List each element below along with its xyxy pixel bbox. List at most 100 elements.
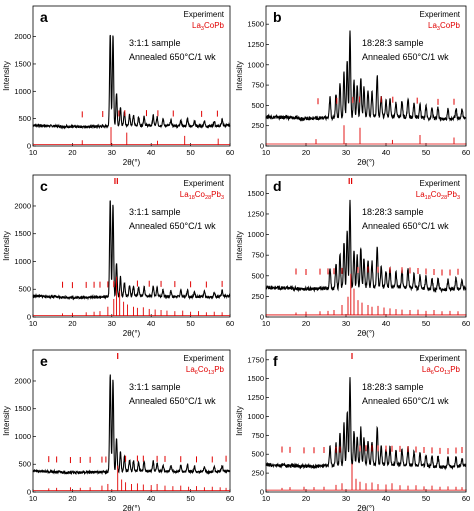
x-tick-label: 40 (382, 494, 390, 503)
x-tick-label: 10 (29, 319, 37, 328)
experiment-series-line (32, 200, 231, 301)
y-tick-label: 750 (251, 431, 264, 440)
x-tick-label: 20 (302, 494, 310, 503)
y-tick-label: 2000 (14, 376, 31, 385)
panel-f: 10 20 30 40 50 60 0 250 500 750 1000 1250 1500 1750 2θ… (235, 349, 470, 511)
y-tick-label: 0 (27, 142, 31, 151)
plot-frame (265, 174, 467, 318)
x-tick-label: 40 (147, 148, 155, 157)
legend-experiment: Experiment (184, 179, 225, 188)
x-axis-title: 2θ(°) (123, 158, 141, 167)
y-tick-label: 750 (251, 251, 264, 260)
x-axis-title: 2θ(°) (357, 329, 375, 338)
y-tick-label: 250 (251, 292, 264, 301)
x-tick-label: 20 (68, 319, 76, 328)
panel-letter: c (40, 178, 48, 194)
x-tick-label: 40 (382, 319, 390, 328)
x-tick-label: 30 (342, 319, 350, 328)
y-axis-title: Intensity (235, 61, 244, 91)
x-tick-label: 60 (462, 494, 470, 503)
y-tick-label: 1000 (14, 87, 31, 96)
legend-experiment: Experiment (184, 354, 225, 363)
experiment-series-line (32, 374, 231, 476)
experiment-series-line (265, 377, 467, 471)
x-tick-label: 40 (147, 319, 155, 328)
y-tick-label: 0 (27, 488, 31, 497)
x-tick-label: 60 (462, 319, 470, 328)
y-tick-label: 1500 (14, 59, 31, 68)
y-axis-title: Intensity (235, 231, 244, 261)
x-axis-title: 2θ(°) (357, 504, 375, 511)
plot-frame (32, 5, 231, 147)
y-tick-label: 0 (260, 142, 264, 151)
x-tick-label: 50 (186, 494, 194, 503)
annealing-annotation: Annealed 650°C/1 wk (129, 221, 216, 231)
y-tick-label: 0 (260, 488, 264, 497)
experiment-series-line (265, 30, 467, 122)
panel-e: 10 20 30 40 50 60 0 500 1000 1500 2000 2θ(°) Intensi… (2, 349, 234, 511)
x-tick-label: 30 (108, 148, 116, 157)
x-tick-label: 50 (422, 494, 430, 503)
x-tick-label: 20 (68, 494, 76, 503)
y-tick-label: 1500 (247, 20, 264, 29)
y-tick-label: 1000 (247, 230, 264, 239)
legend-phase: La18Co28Pb3 (416, 190, 460, 201)
x-tick-label: 20 (302, 148, 310, 157)
legend-phase: La6Co13Pb (186, 365, 225, 376)
x-tick-label: 50 (186, 319, 194, 328)
y-tick-label: 1250 (247, 393, 264, 402)
panel-letter: f (273, 353, 278, 369)
legend-experiment: Experiment (420, 179, 461, 188)
panel-d: 10 20 30 40 50 60 0 250 500 750 1000 1250 1500 2θ(°) I… (235, 174, 470, 338)
x-tick-label: 40 (147, 494, 155, 503)
plot-frame (265, 349, 467, 493)
y-tick-label: 250 (251, 121, 264, 130)
x-tick-label: 30 (108, 319, 116, 328)
y-tick-label: 500 (251, 101, 264, 110)
experiment-series-line (32, 34, 231, 130)
legend-phase: La3CoPb (192, 21, 225, 32)
x-tick-label: 10 (29, 494, 37, 503)
y-axis-title: Intensity (235, 406, 244, 436)
annealing-annotation: Annealed 650°C/1 wk (362, 396, 449, 406)
y-tick-label: 0 (27, 313, 31, 322)
x-tick-label: 50 (422, 319, 430, 328)
plot-frame (32, 174, 231, 318)
sample-annotation: 18:28:3 sample (362, 207, 424, 217)
sample-annotation: 3:1:1 sample (129, 382, 181, 392)
panel-letter: b (273, 9, 282, 25)
plot-frame (32, 349, 231, 493)
y-tick-label: 1500 (247, 189, 264, 198)
x-tick-label: 10 (262, 148, 270, 157)
x-axis-title: 2θ(°) (123, 329, 141, 338)
panel-letter: d (273, 178, 282, 194)
y-axis-title: Intensity (2, 406, 11, 436)
y-tick-label: 500 (251, 450, 264, 459)
y-tick-label: 500 (18, 285, 31, 294)
legend-experiment: Experiment (184, 10, 225, 19)
y-axis-title: Intensity (2, 231, 11, 261)
x-axis-title: 2θ(°) (357, 158, 375, 167)
x-tick-label: 30 (342, 148, 350, 157)
y-tick-label: 1000 (14, 432, 31, 441)
annealing-annotation: Annealed 650°C/1 wk (129, 396, 216, 406)
x-tick-label: 60 (226, 319, 234, 328)
x-tick-label: 10 (262, 494, 270, 503)
experiment-series-line (265, 199, 467, 294)
legend-phase: La3CoPb (428, 21, 461, 32)
x-tick-label: 60 (226, 148, 234, 157)
panel-a: 10 20 30 40 50 60 0 500 1000 1500 2000 2θ(°) Intensi… (2, 5, 234, 167)
x-tick-label: 30 (108, 494, 116, 503)
y-tick-label: 500 (18, 460, 31, 469)
y-tick-label: 750 (251, 81, 264, 90)
y-tick-label: 1500 (247, 374, 264, 383)
legend-experiment: Experiment (420, 354, 461, 363)
legend-phase: La18Co28Pb3 (180, 190, 224, 201)
x-tick-label: 10 (262, 319, 270, 328)
y-tick-label: 1250 (247, 209, 264, 218)
annealing-annotation: Annealed 650°C/1 wk (129, 52, 216, 62)
panel-b: 10 20 30 40 50 60 0 250 500 750 1000 1250 1500 2θ(°) I… (235, 5, 470, 167)
y-tick-label: 1500 (14, 404, 31, 413)
y-tick-label: 2000 (14, 32, 31, 41)
